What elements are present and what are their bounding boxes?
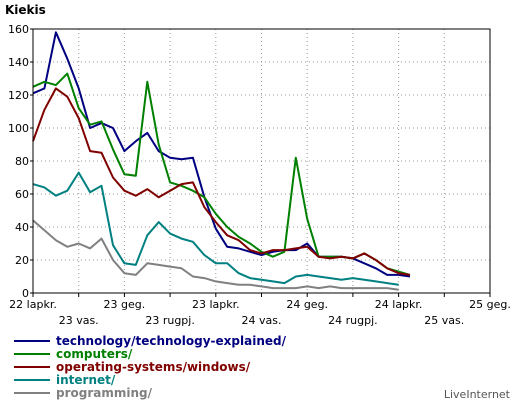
- y-tick-label: 140: [8, 56, 29, 69]
- x-axis: 22 lapkr. 23 geg. 23 lapkr. 24 geg. 24 lapkr…: [9, 293, 511, 327]
- x-tick-label: 23 lapkr.: [192, 298, 240, 311]
- series-line-1: [32, 31, 411, 278]
- x-tick-label: 22 lapkr.: [9, 298, 57, 311]
- legend-label[interactable]: computers/: [56, 347, 133, 361]
- y-tick-label: 60: [15, 188, 29, 201]
- x-tick-label: 24 vas.: [242, 314, 282, 327]
- legend-label[interactable]: programming/: [56, 386, 153, 400]
- y-tick-label: 120: [8, 89, 29, 102]
- x-tick-label: 24 geg.: [286, 298, 328, 311]
- x-tick-label: 24 lapkr.: [375, 298, 423, 311]
- series-lines: [32, 31, 411, 291]
- y-tick-label: 0: [22, 287, 29, 300]
- brand-label[interactable]: LiveInternet: [444, 388, 511, 401]
- plot-frame: [32, 28, 491, 294]
- x-tick-label: 25 geg.: [469, 298, 511, 311]
- x-tick-label: 25 vas.: [424, 314, 464, 327]
- series-line-4: [32, 171, 399, 286]
- y-tick-label: 40: [15, 221, 29, 234]
- series-line-3: [32, 87, 411, 276]
- legend: technology/technology-explained/computer…: [14, 334, 287, 400]
- x-tick-label: 24 rugpj.: [328, 314, 378, 327]
- x-tick-label: 23 rugpj.: [145, 314, 195, 327]
- legend-label[interactable]: technology/technology-explained/: [56, 334, 287, 348]
- legend-label[interactable]: operating-systems/windows/: [56, 360, 251, 374]
- y-tick-label: 80: [15, 155, 29, 168]
- x-tick-label: 23 geg.: [104, 298, 146, 311]
- series-line-5: [32, 219, 399, 291]
- series-line-2: [32, 72, 411, 276]
- x-tick-label: 23 vas.: [59, 314, 99, 327]
- y-axis: 0 20 40 60 80 100 120 140 160: [8, 23, 33, 300]
- y-tick-label: 100: [8, 122, 29, 135]
- y-tick-label: 20: [15, 254, 29, 267]
- y-tick-label: 160: [8, 23, 29, 36]
- chart-title: Kiekis: [5, 3, 46, 17]
- legend-label[interactable]: internet/: [56, 373, 116, 387]
